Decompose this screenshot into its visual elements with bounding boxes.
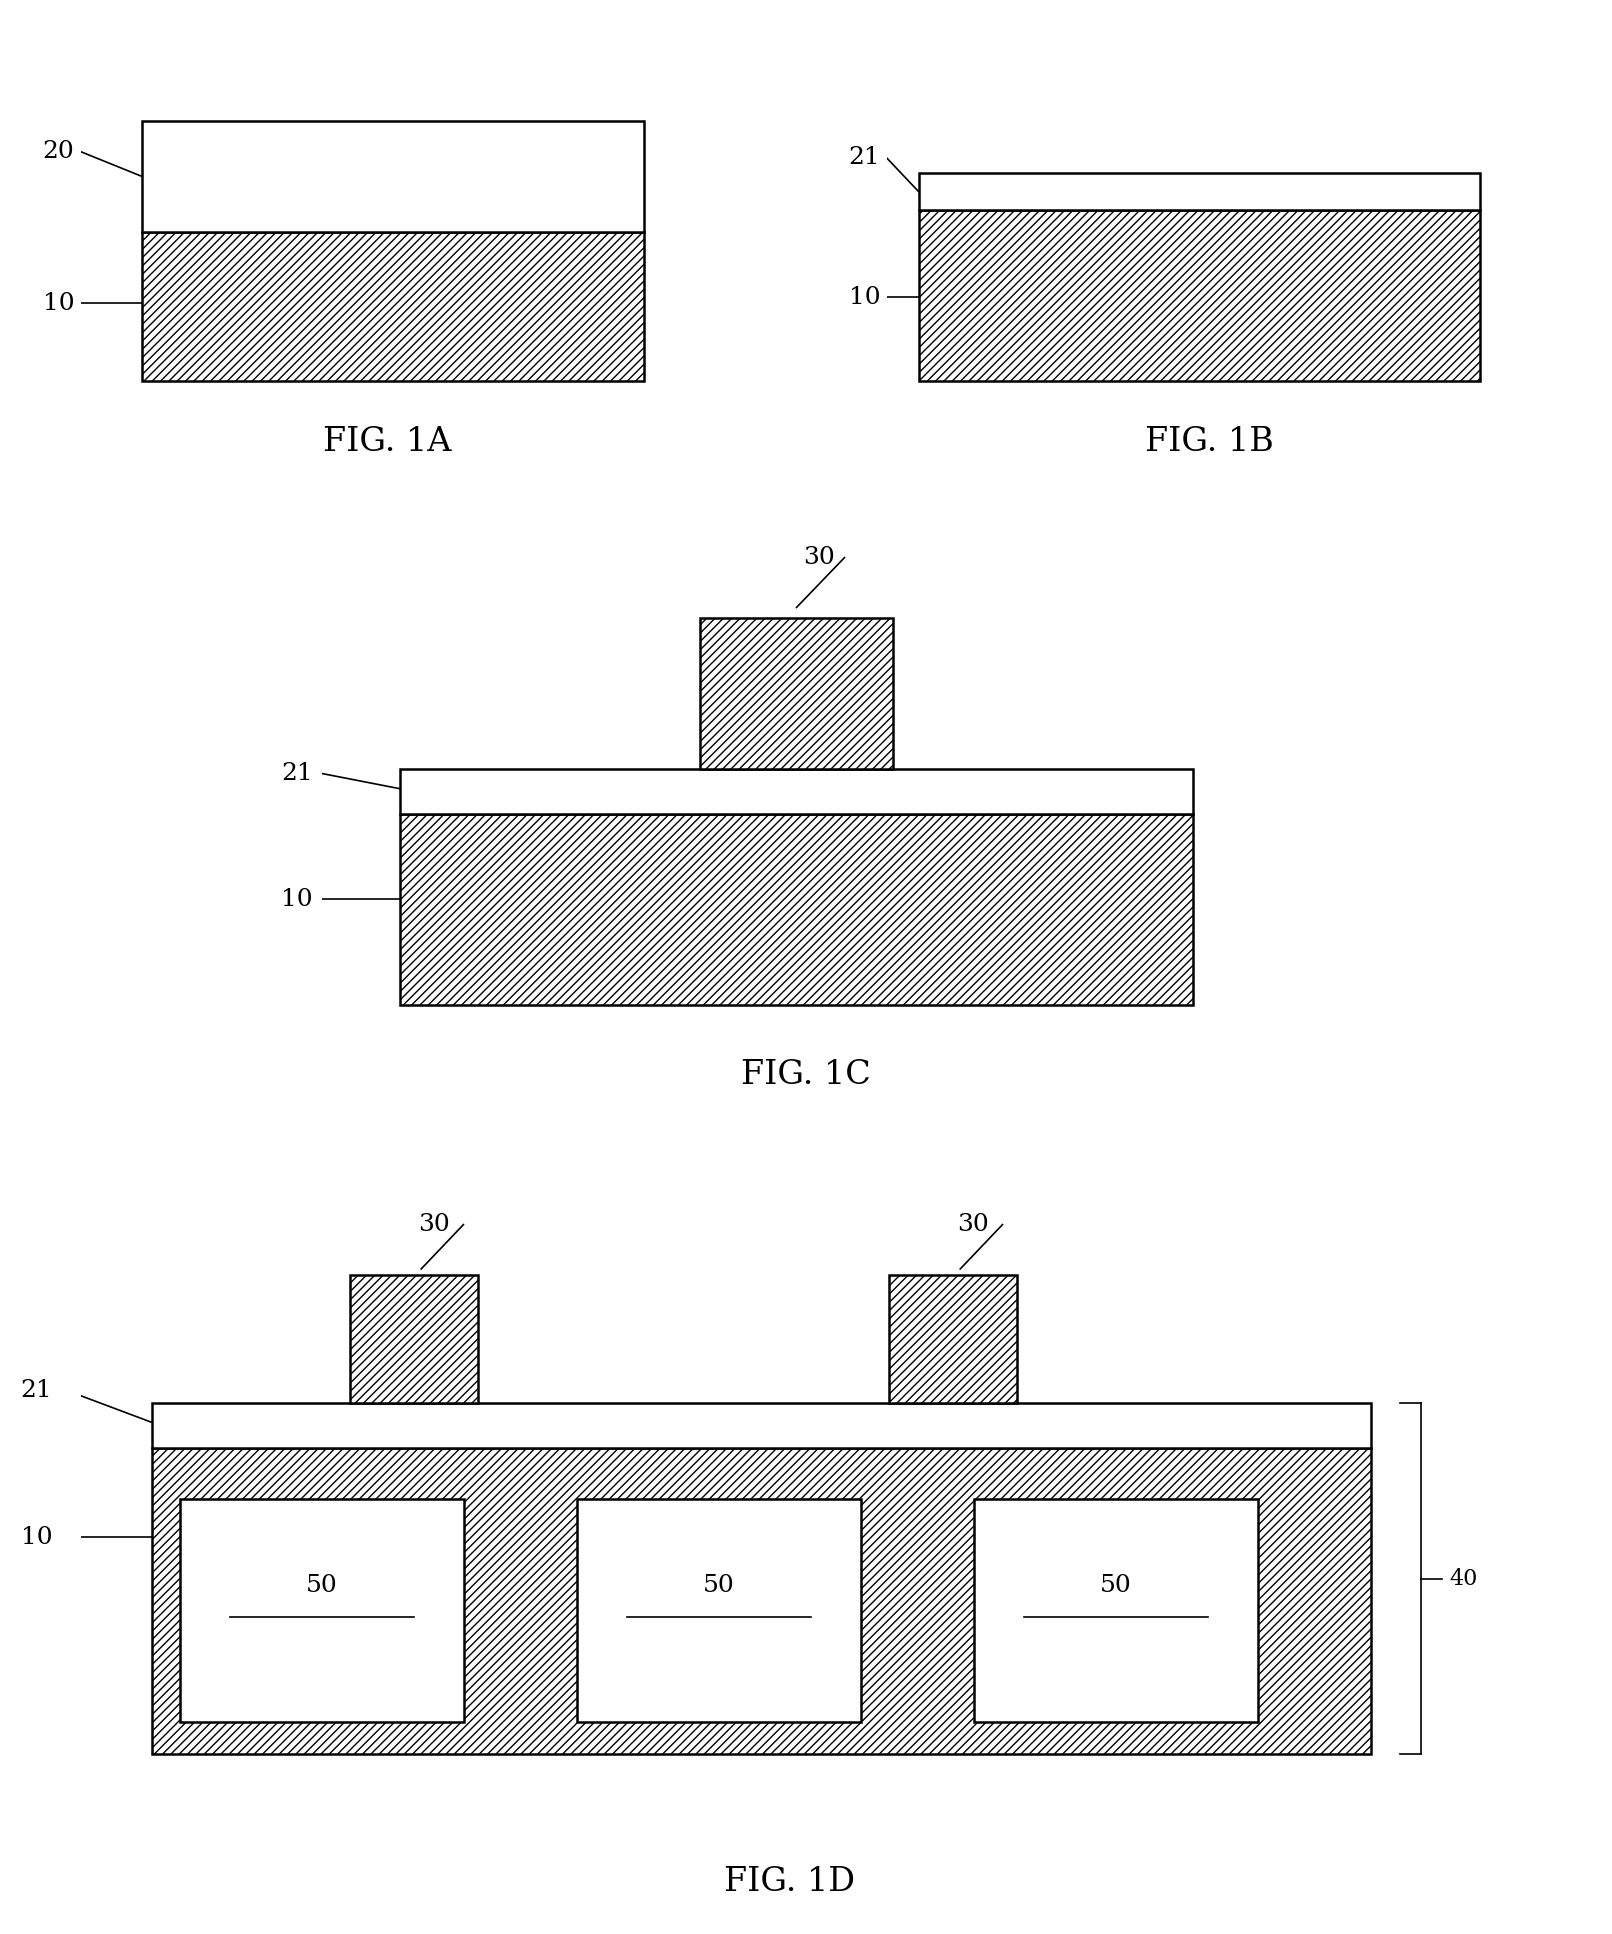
Text: 10: 10 xyxy=(280,888,313,911)
Bar xyxy=(577,1499,861,1721)
Text: 21: 21 xyxy=(21,1379,52,1402)
Text: 50: 50 xyxy=(1101,1574,1132,1596)
Bar xyxy=(919,174,1480,211)
Bar xyxy=(152,1449,1372,1754)
Text: FIG. 1B: FIG. 1B xyxy=(1145,427,1273,458)
Text: 10: 10 xyxy=(848,286,880,309)
Bar xyxy=(400,814,1193,1006)
Text: 10: 10 xyxy=(44,292,74,315)
Text: FIG. 1C: FIG. 1C xyxy=(742,1060,870,1091)
Text: 40: 40 xyxy=(1449,1568,1478,1590)
Text: 20: 20 xyxy=(44,139,74,162)
Text: FIG. 1D: FIG. 1D xyxy=(724,1866,856,1897)
Bar xyxy=(700,617,893,768)
Text: 30: 30 xyxy=(958,1213,988,1236)
Bar xyxy=(181,1499,464,1721)
Bar xyxy=(400,768,1193,814)
Text: FIG. 1A: FIG. 1A xyxy=(322,427,451,458)
Text: 50: 50 xyxy=(306,1574,337,1596)
Text: 50: 50 xyxy=(703,1574,735,1596)
Bar xyxy=(142,232,645,381)
Bar xyxy=(974,1499,1257,1721)
Bar xyxy=(919,211,1480,381)
Text: 21: 21 xyxy=(848,147,880,170)
Text: 10: 10 xyxy=(21,1526,52,1549)
Bar xyxy=(142,120,645,232)
Text: 30: 30 xyxy=(803,545,835,569)
Bar xyxy=(890,1276,1017,1404)
Bar xyxy=(350,1276,477,1404)
Text: 21: 21 xyxy=(280,762,313,785)
Bar xyxy=(152,1404,1372,1449)
Text: 30: 30 xyxy=(418,1213,450,1236)
